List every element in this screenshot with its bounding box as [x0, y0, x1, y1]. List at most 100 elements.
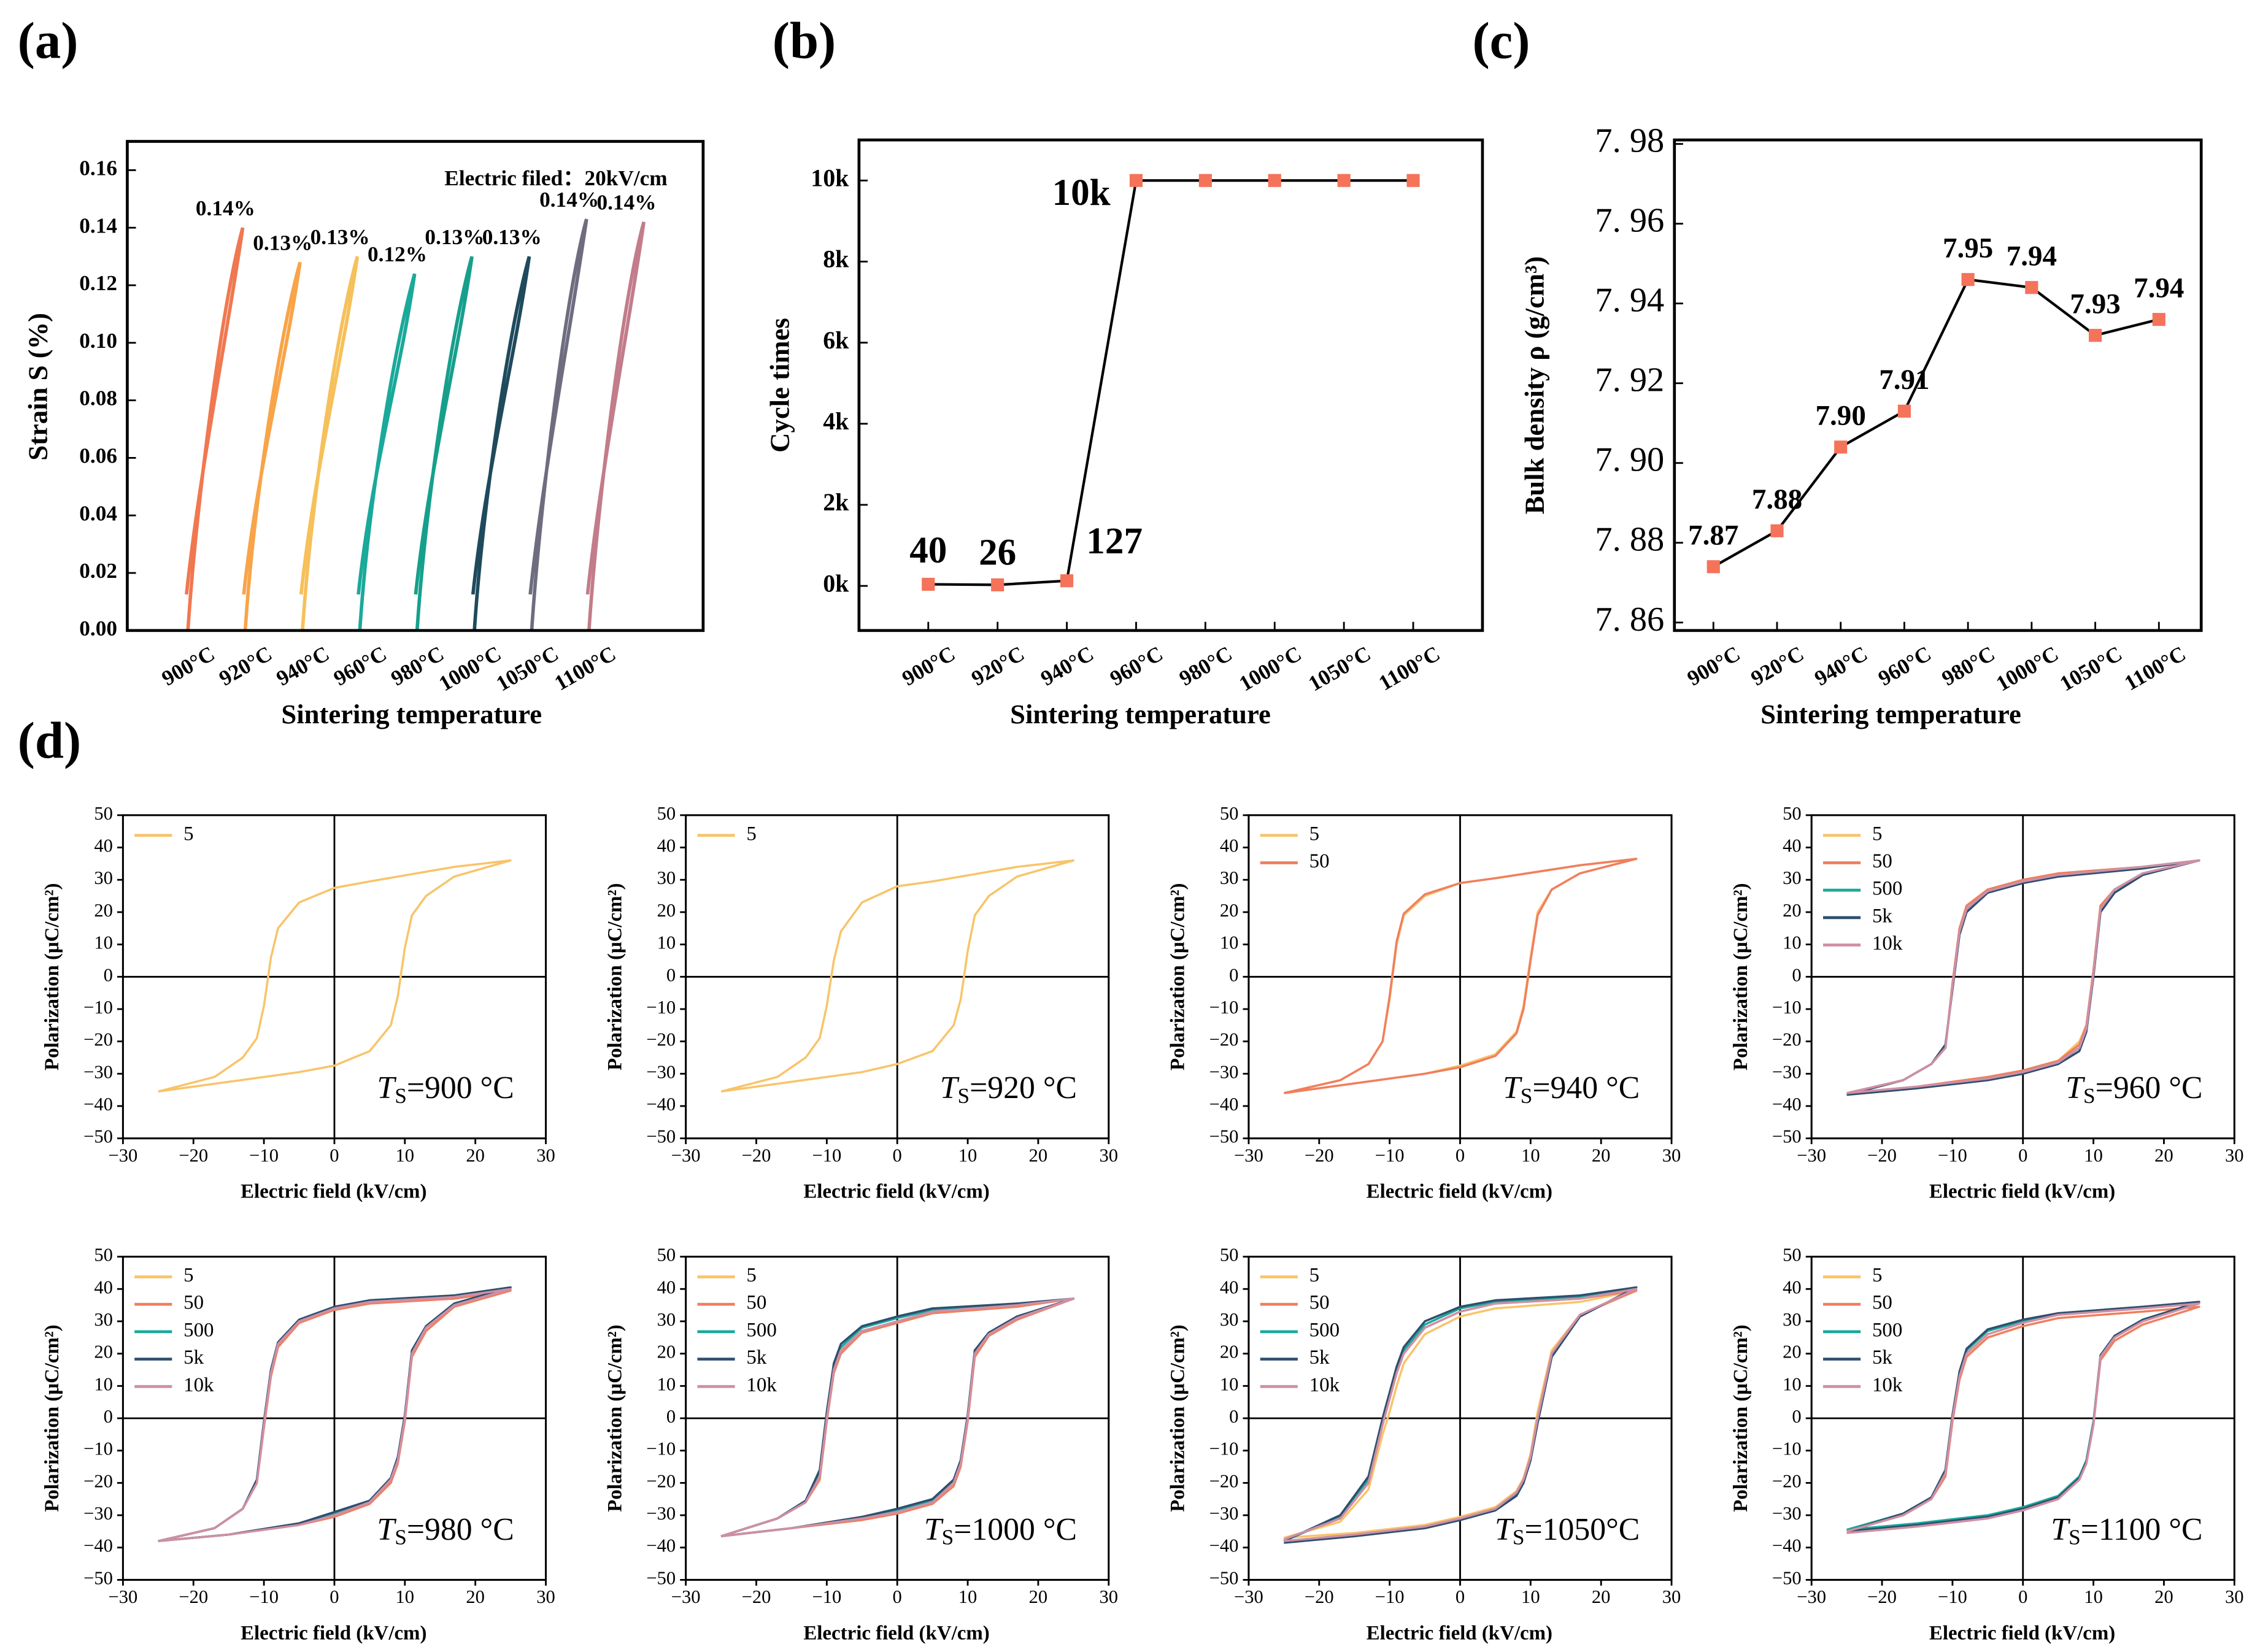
legend-label: 5 [746, 1264, 756, 1286]
data-point [1961, 273, 1975, 286]
value-label: 10k [1052, 172, 1111, 213]
y-tick-label: −30 [83, 1061, 113, 1082]
value-label: 0.14% [596, 191, 656, 215]
annotation-subscript: S [1513, 1526, 1525, 1550]
legend-label: 10k [1872, 1374, 1903, 1396]
series-line [720, 1297, 1075, 1538]
annotation-symbol: T [2065, 1070, 2085, 1105]
x-tick-label: 1050°C [492, 642, 563, 696]
x-axis-label: Sintering temperature [281, 699, 542, 729]
y-tick-label: 20 [94, 900, 113, 921]
x-tick-label: −10 [1938, 1145, 1967, 1166]
y-tick-label: −50 [646, 1567, 676, 1588]
annotation-text: =960 °C [2096, 1070, 2203, 1105]
y-tick-label: 20 [657, 900, 676, 921]
legend-label: 5k [183, 1347, 204, 1369]
data-point [1198, 174, 1212, 187]
data-line [1713, 278, 2159, 568]
y-tick-label: 10 [1783, 932, 1802, 953]
plot-frame [121, 814, 547, 1140]
value-label: 0.13% [253, 231, 312, 255]
y-tick-label: −40 [646, 1535, 676, 1556]
y-tick-label: 40 [1220, 836, 1239, 856]
legend-label: 50 [1872, 850, 1892, 872]
x-tick-label: 20 [2154, 1145, 2173, 1166]
y-tick-label: −40 [83, 1094, 113, 1115]
y-tick-label: −10 [1209, 1439, 1239, 1459]
y-tick-label: −10 [1209, 997, 1239, 1018]
x-tick-label: 10 [1521, 1145, 1540, 1166]
y-tick-label: −50 [1209, 1126, 1239, 1147]
y-tick-label: 0.08 [79, 386, 117, 410]
y-tick-label: 20 [1783, 900, 1802, 921]
x-tick-label: −30 [1234, 1586, 1263, 1607]
x-tick-label: 20 [1029, 1586, 1048, 1607]
y-tick-label: 30 [657, 1309, 676, 1330]
x-axis-label: Electric field (kV/cm) [803, 1622, 989, 1644]
plot-frame [126, 140, 705, 632]
y-axis-label: Polarization (μC/cm²) [41, 1324, 63, 1512]
y-tick-label: 0 [1792, 1406, 1801, 1427]
y-tick-label: 4k [823, 407, 849, 435]
y-tick-label: 0 [1792, 964, 1801, 985]
x-tick-label: −30 [671, 1586, 701, 1607]
y-tick-label: 7. 98 [1595, 122, 1664, 160]
x-axis-label: Electric field (kV/cm) [1367, 1181, 1552, 1203]
value-label: 7.90 [1816, 400, 1866, 432]
annotation-subscript: S [1521, 1084, 1533, 1108]
value-label: 0.13% [482, 225, 542, 249]
y-tick-label: 50 [657, 1245, 676, 1266]
y-tick-label: 50 [94, 803, 113, 824]
y-tick-label: 10 [657, 932, 676, 953]
data-point [922, 577, 935, 591]
x-tick-label: −20 [742, 1586, 771, 1607]
annotation-symbol: T [1503, 1070, 1522, 1105]
y-tick-label: 10 [1220, 932, 1239, 953]
x-tick-label: 940°C [1810, 642, 1872, 691]
annotation-symbol: T [940, 1070, 960, 1105]
plot-frame [1810, 1256, 2235, 1581]
value-label: 7.94 [2007, 240, 2057, 272]
y-tick-label: 40 [1220, 1277, 1239, 1297]
y-axis-label: Polarization (μC/cm²) [1730, 883, 1752, 1070]
value-label: 0.14% [539, 188, 599, 212]
y-axis-label: Polarization (μC/cm²) [1167, 1324, 1189, 1512]
x-axis-label: Electric field (kV/cm) [241, 1181, 426, 1203]
strain-curve [528, 218, 588, 631]
x-tick-label: 20 [1592, 1145, 1611, 1166]
y-tick-label: −10 [646, 1439, 676, 1459]
y-tick-label: −10 [83, 1439, 113, 1459]
annotation-symbol: T [924, 1512, 944, 1547]
value-label: 0.13% [425, 225, 484, 249]
y-tick-label: 30 [1220, 1309, 1239, 1330]
x-tick-label: 0 [1456, 1586, 1465, 1607]
data-point [1706, 560, 1720, 574]
x-tick-label: −10 [812, 1145, 841, 1166]
value-label: 7.87 [1688, 520, 1738, 551]
legend-label: 500 [1872, 1319, 1902, 1341]
x-tick-label: −20 [179, 1586, 208, 1607]
annotation: TS=920 °C [940, 1070, 1077, 1108]
x-tick-label: 920°C [967, 642, 1028, 691]
value-label: 7.88 [1752, 483, 1802, 515]
y-tick-label: 50 [657, 803, 676, 824]
value-label: 127 [1086, 521, 1143, 562]
y-tick-label: 0.16 [79, 156, 117, 180]
value-label: 7.91 [1879, 364, 1929, 396]
annotation-text: =1000 °C [954, 1512, 1077, 1547]
x-tick-label: −10 [1375, 1145, 1405, 1166]
y-tick-label: 10 [1220, 1373, 1239, 1394]
legend-label: 50 [1309, 1292, 1330, 1314]
x-tick-label: 30 [1099, 1586, 1118, 1607]
x-axis-label: Sintering temperature [1760, 699, 2021, 729]
y-tick-label: −10 [1772, 1439, 1802, 1459]
legend-label: 5 [1309, 1264, 1319, 1286]
y-tick-label: −40 [1209, 1535, 1239, 1556]
legend-label: 50 [183, 1292, 204, 1314]
x-tick-label: 900°C [1683, 642, 1745, 691]
annotation: TS=1100 °C [2051, 1512, 2202, 1550]
x-tick-label: 1100°C [1375, 642, 1444, 696]
y-tick-label: 7. 96 [1595, 202, 1664, 240]
y-tick-label: −10 [1772, 997, 1802, 1018]
y-tick-label: 20 [94, 1342, 113, 1362]
